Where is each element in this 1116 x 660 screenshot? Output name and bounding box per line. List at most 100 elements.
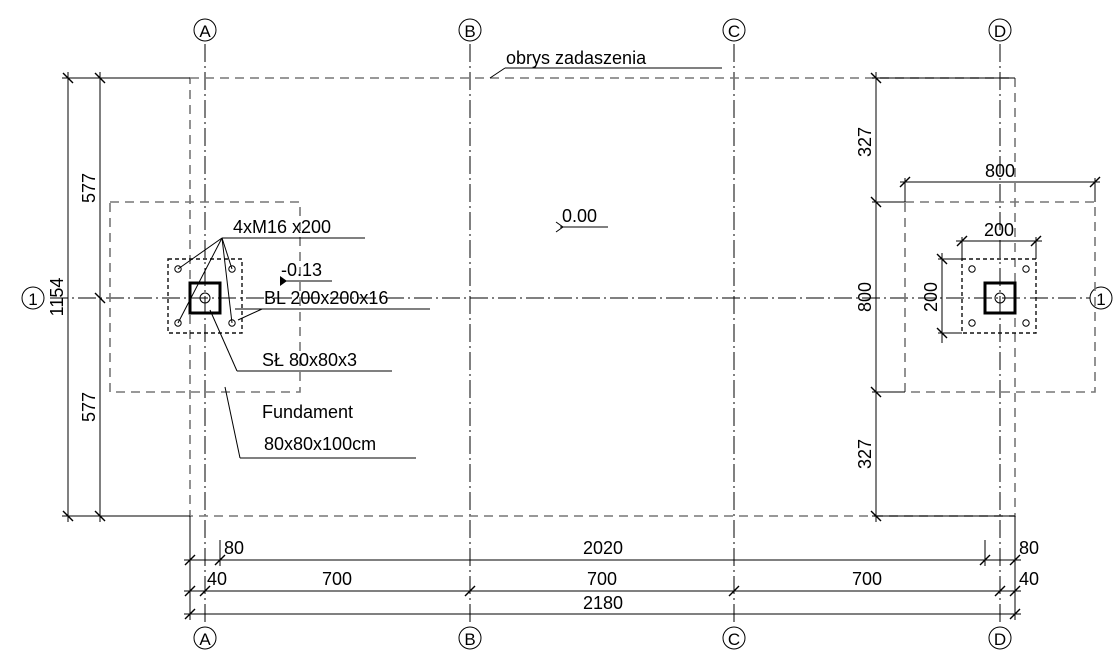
dimension-chain-3: 2180 <box>184 593 1021 620</box>
axis-bubble-1-right: 1 <box>1089 286 1113 310</box>
dim-chain-2-right-text: 40 <box>1019 569 1039 589</box>
dim-chain-2-tick-1 <box>184 585 196 597</box>
axis-label-1-left: 1 <box>28 290 37 309</box>
base-plate-left <box>167 258 243 334</box>
axis-bubbles-bottom: A B C D <box>193 626 1012 650</box>
level-top-text: 0.00 <box>562 206 597 226</box>
axis-label-d-bottom: D <box>994 630 1006 649</box>
axis-label-b-bottom: B <box>464 630 475 649</box>
roof-outline-leader <box>489 67 506 79</box>
dim-left-total-tick-bottom <box>62 510 74 522</box>
dim-chain-1-right-text: 80 <box>1019 538 1039 558</box>
plate-callout: BL 200x200x16 <box>235 288 430 321</box>
axis-label-1-right: 1 <box>1096 290 1105 309</box>
foundation-left <box>109 201 301 393</box>
foundation-text-2: 80x80x100cm <box>264 434 376 454</box>
dim-chain-1-tick-2 <box>214 554 226 566</box>
dim-plate-width-text: 200 <box>984 220 1014 240</box>
dim-left-upper-text: 577 <box>79 173 99 203</box>
dim-left-inner-tick-mid <box>94 292 106 304</box>
dim-plate-width-tick-left <box>956 235 968 247</box>
bolt-right-2 <box>1022 265 1030 273</box>
dim-left-inner-tick-bottom <box>94 510 106 522</box>
bolt-left-1 <box>174 265 182 273</box>
axis-label-d-top: D <box>994 22 1006 41</box>
dim-left-total-tick-top <box>62 72 74 84</box>
bolt-left-2 <box>228 265 236 273</box>
dim-chain-1-tick-3 <box>979 554 991 566</box>
axis-label-a-bottom: A <box>199 630 211 649</box>
dim-chain-1-tick-4 <box>1009 554 1021 566</box>
column-left-center <box>199 292 211 304</box>
bolt-right-3 <box>968 319 976 327</box>
dim-chain-2-span-1-text: 700 <box>322 569 352 589</box>
bolts-callout: 4xM16 x200 <box>177 217 365 324</box>
axis-bubbles-top: A B C D <box>193 18 1012 42</box>
dim-foot-width-tick-right <box>1089 176 1101 188</box>
foundation-leader <box>224 386 241 459</box>
dim-foot-width-text: 800 <box>985 161 1015 181</box>
bolt-right-4 <box>1022 319 1030 327</box>
axis-label-b-top: B <box>464 22 475 41</box>
dim-plate-height-tick-top <box>936 253 948 265</box>
dim-left-total-text: 1154 <box>47 278 67 317</box>
dim-left-lower-text: 577 <box>79 392 99 422</box>
foundation-left-outline <box>109 201 301 393</box>
axis-label-c-bottom: C <box>728 630 740 649</box>
axis-bubble-d-top: D <box>988 18 1012 42</box>
axis-bubble-b-top: B <box>458 18 482 42</box>
axis-bubble-c-bottom: C <box>722 626 746 650</box>
level-marker-top: 0.00 <box>555 206 608 233</box>
axis-label-a-top: A <box>199 22 211 41</box>
axis-label-c-top: C <box>728 22 740 41</box>
column-callout: SŁ 80x80x3 <box>209 309 392 372</box>
dimension-chain-1: 80 2020 80 <box>184 538 1039 566</box>
dim-chain-2-left-text: 40 <box>207 569 227 589</box>
dim-chain-2-tick-3 <box>464 585 476 597</box>
dim-chain-2-tick-5 <box>994 585 1006 597</box>
axis-bubble-c-top: C <box>722 18 746 42</box>
bolts-leader-1 <box>177 237 223 270</box>
dim-chain-1-mid-text: 2020 <box>583 538 623 558</box>
dim-chain-2-span-3-text: 700 <box>852 569 882 589</box>
foundation-callout: Fundament 80x80x100cm <box>224 386 416 459</box>
dimension-bottom-extensions <box>189 516 1016 620</box>
bolt-right-1 <box>968 265 976 273</box>
dim-chain-2-span-2-text: 700 <box>587 569 617 589</box>
dim-right-tick-2 <box>870 196 882 208</box>
plate-text: BL 200x200x16 <box>264 288 388 308</box>
dim-chain-3-tick-left <box>184 608 196 620</box>
plate-leader <box>237 308 263 321</box>
axis-bubble-1-left: 1 <box>21 286 45 310</box>
dim-right-tick-3 <box>870 386 882 398</box>
bolts-leader-3 <box>177 237 223 324</box>
dim-right-top-text: 327 <box>855 127 875 157</box>
dim-plate-height-tick-bottom <box>936 327 948 339</box>
level-slab-arrow-icon <box>280 276 287 286</box>
foundation-right-outline <box>904 201 1096 393</box>
dim-right-tick-4 <box>870 510 882 522</box>
column-right <box>983 281 1017 315</box>
dim-chain-2-tick-4 <box>728 585 740 597</box>
level-slab-text: -0.13 <box>281 260 322 280</box>
dim-plate-width-tick-right <box>1030 235 1042 247</box>
dim-right-mid-text: 800 <box>855 282 875 312</box>
dim-chain-1-tick-1 <box>184 554 196 566</box>
axis-bubble-b-bottom: B <box>458 626 482 650</box>
dim-left-inner-tick-top <box>94 72 106 84</box>
grid-axes <box>50 44 1090 625</box>
axis-bubble-d-bottom: D <box>988 626 1012 650</box>
dim-chain-3-tick-right <box>1009 608 1021 620</box>
dim-chain-2-tick-6 <box>1009 585 1021 597</box>
dim-chain-1-left-text: 80 <box>224 538 244 558</box>
bolt-left-3 <box>174 319 182 327</box>
axis-bubble-a-top: A <box>193 18 217 42</box>
roof-outline-text: obrys zadaszenia <box>506 48 647 68</box>
dim-chain-3-total-text: 2180 <box>583 593 623 613</box>
dim-right-tick-1 <box>870 72 882 84</box>
dimension-right-chain: 327 800 327 <box>855 72 1015 522</box>
dimension-chain-2: 40 700 700 700 40 <box>184 569 1039 597</box>
level-marker-slab: -0.13 <box>280 260 332 286</box>
dim-right-bottom-text: 327 <box>855 439 875 469</box>
dim-plate-height-text: 200 <box>921 282 941 312</box>
